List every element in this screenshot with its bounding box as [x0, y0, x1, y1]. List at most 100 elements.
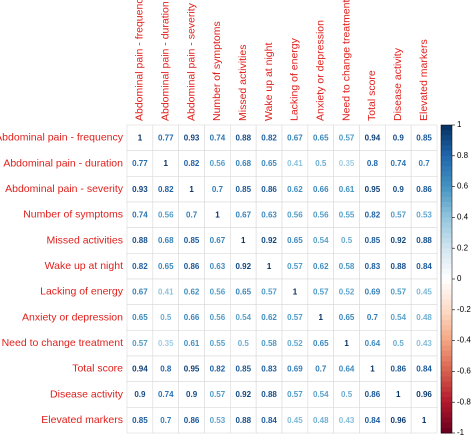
colorbar-tick-label: 0.4 — [457, 213, 469, 222]
row-label: Need to change treatment — [2, 337, 123, 349]
cell — [230, 304, 257, 331]
cell-value: 0.77 — [132, 159, 148, 168]
cell-value: 0.57 — [339, 133, 355, 142]
colorbar-segment — [441, 391, 452, 398]
cell — [385, 304, 412, 331]
colorbar-segment — [441, 350, 452, 357]
colorbar-segment — [441, 335, 452, 342]
colorbar-tick-label: 0.8 — [457, 151, 469, 160]
cell-value: 0.85 — [416, 133, 432, 142]
cell-value: 0.82 — [132, 262, 148, 271]
colorbar-segment — [441, 125, 452, 131]
cell — [333, 253, 360, 280]
cell — [333, 278, 360, 305]
colorbar-segment — [441, 412, 452, 419]
cell — [281, 355, 309, 382]
cell — [230, 227, 257, 254]
cell-value: 0.56 — [313, 210, 329, 219]
colorbar-segment — [441, 248, 452, 254]
cell-value: 0.65 — [158, 262, 174, 271]
cell-value: 1 — [293, 287, 298, 296]
row-label: Abdominal pain - severity — [5, 183, 124, 195]
cell-value: 0.68 — [158, 236, 174, 245]
cell-value: 0.82 — [261, 133, 277, 142]
cell — [204, 278, 231, 305]
cell-value: 0.86 — [365, 390, 381, 399]
cell — [152, 330, 179, 357]
colorbar-segment — [441, 258, 452, 265]
cell-value: 0.69 — [287, 364, 303, 373]
cell-value: 0.57 — [287, 262, 303, 271]
cell — [281, 330, 309, 357]
cell — [178, 176, 205, 203]
cell-value: 0.65 — [313, 339, 329, 348]
cell — [410, 201, 438, 228]
cell — [255, 330, 283, 357]
colorbar-segment — [441, 160, 452, 167]
cell — [281, 253, 309, 280]
cell-value: 0.66 — [184, 313, 200, 322]
cell-value: 1 — [267, 262, 272, 271]
cell-value: 0.57 — [313, 287, 329, 296]
cell-value: 0.8 — [160, 364, 172, 373]
colorbar-segment — [441, 356, 452, 362]
cell — [410, 176, 438, 203]
cell — [281, 150, 309, 177]
cell-value: 1 — [215, 210, 220, 219]
cell-value: 0.86 — [184, 416, 200, 425]
cell-value: 0.61 — [339, 185, 355, 194]
cell-value: 0.9 — [393, 185, 405, 194]
cell — [307, 253, 334, 280]
cell-value: 0.58 — [261, 339, 277, 348]
cell — [126, 253, 154, 280]
cell-value: 0.86 — [261, 185, 277, 194]
cell — [281, 176, 309, 203]
colorbar-tick-label: 0 — [457, 274, 462, 283]
colorbar-segment — [441, 207, 452, 213]
colorbar-segment — [441, 237, 452, 244]
cell-value: 0.7 — [186, 210, 198, 219]
cell — [307, 381, 334, 408]
cell-value: 0.57 — [390, 210, 406, 219]
cell — [178, 201, 205, 228]
cell — [281, 278, 309, 305]
cell — [255, 407, 283, 434]
cell-value: 1 — [164, 159, 169, 168]
cell — [385, 407, 412, 434]
cell — [385, 278, 412, 305]
column-label: Wake up at night — [263, 43, 275, 121]
cell-value: 0.82 — [184, 159, 200, 168]
cell-value: 0.88 — [261, 390, 277, 399]
colorbar-segment — [441, 376, 452, 383]
cell-value: 1 — [319, 313, 324, 322]
cell — [410, 124, 438, 151]
cell-value: 0.9 — [393, 133, 405, 142]
cell-value: 0.74 — [158, 390, 174, 399]
cell — [307, 227, 334, 254]
cell — [333, 201, 360, 228]
cell-value: 1 — [241, 236, 246, 245]
colorbar-segment — [441, 289, 452, 295]
cell — [204, 150, 231, 177]
colorbar-segment — [441, 145, 452, 152]
cell — [410, 150, 438, 177]
cell-value: 0.82 — [158, 185, 174, 194]
cell-value: 0.56 — [210, 159, 226, 168]
cell — [126, 304, 154, 331]
cell-value: 0.67 — [132, 287, 148, 296]
cell-value: 0.63 — [210, 262, 226, 271]
cell — [307, 355, 334, 382]
cell — [204, 304, 231, 331]
cell — [126, 201, 154, 228]
cell-value: 0.86 — [390, 364, 406, 373]
cell — [152, 124, 179, 151]
cell — [230, 176, 257, 203]
cell-value: 1 — [396, 390, 401, 399]
cell — [410, 355, 438, 382]
cell — [230, 407, 257, 434]
cell-value: 0.77 — [158, 133, 174, 142]
colorbar-segment — [441, 320, 452, 326]
colorbar-segment — [441, 417, 452, 424]
cell-value: 0.57 — [390, 287, 406, 296]
cell-value: 1 — [370, 364, 375, 373]
